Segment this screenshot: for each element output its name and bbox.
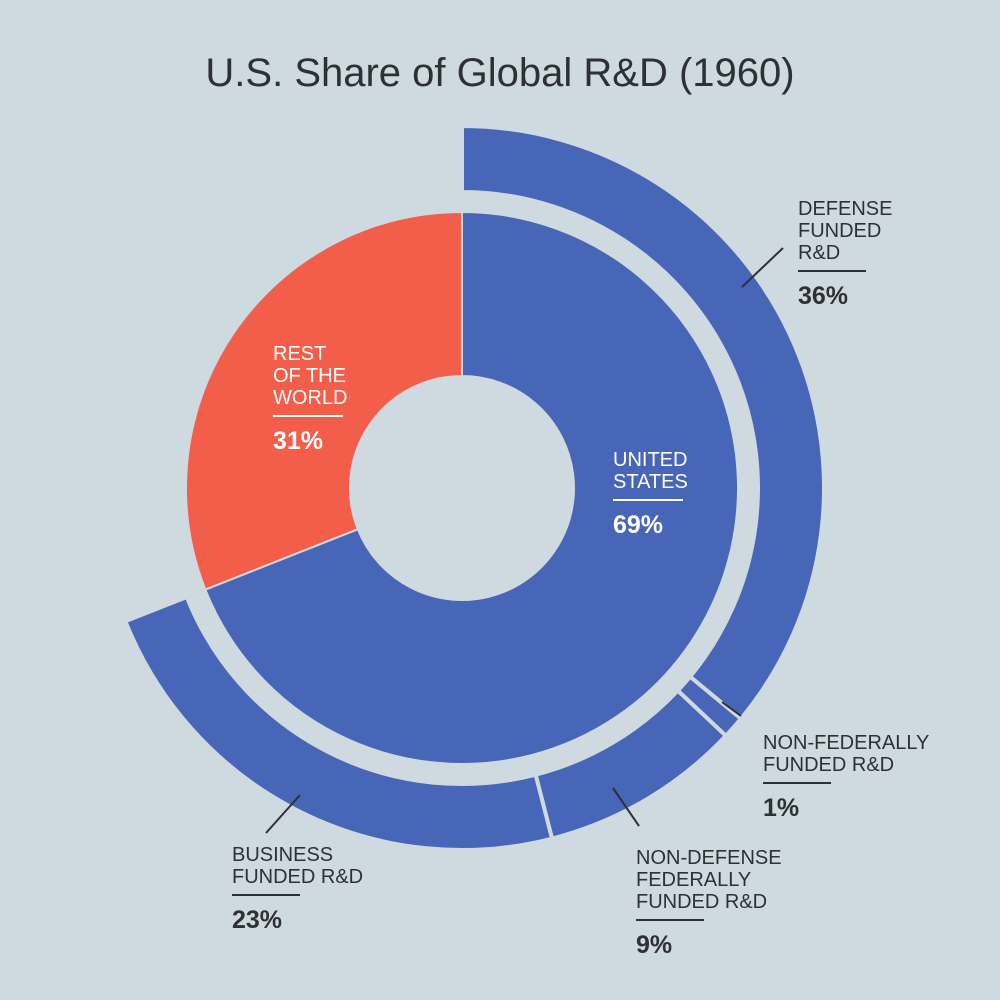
label-non-federally-funded-randd-value: 1% (763, 794, 799, 822)
label-non-defense-federally-funded-randd-value: 9% (636, 931, 672, 959)
label-defense-funded-randd-line: R&D (798, 242, 840, 264)
label-rest-of-the-world-line: WORLD (273, 387, 347, 409)
label-non-defense-federally-funded-randd-line: FEDERALLY (636, 869, 751, 891)
leader-line-non-defense-federally-funded-randd (612, 787, 640, 827)
chart-title: U.S. Share of Global R&D (1960) (205, 51, 794, 95)
label-rest-of-the-world-line: OF THE (273, 365, 346, 387)
outer-segment-defense-funded-randd (460, 123, 826, 722)
label-non-defense-federally-funded-randd-line: FUNDED R&D (636, 891, 767, 913)
leader-line-business-funded-randd (265, 794, 301, 834)
label-business-funded-randd-value: 23% (232, 906, 282, 934)
leader-line-non-federally-funded-randd (721, 701, 742, 717)
label-defense-funded-randd-value: 36% (798, 282, 848, 310)
label-business-funded-randd-line: FUNDED R&D (232, 866, 363, 888)
label-united-states-value: 69% (613, 511, 663, 539)
outer-ring (122, 123, 826, 852)
label-defense-funded-randd-line: DEFENSE (798, 198, 892, 220)
inner-ring (185, 210, 739, 765)
label-non-defense-federally-funded-randd-line: NON-DEFENSE (636, 847, 782, 869)
label-united-states-line: STATES (613, 471, 688, 493)
label-united-states-line: UNITED (613, 449, 687, 471)
label-rest-of-the-world-line: REST (273, 343, 326, 365)
leader-lines (265, 247, 784, 834)
outer-segment-business-funded-randd (122, 594, 555, 852)
leader-line-defense-funded-randd (741, 247, 784, 288)
label-non-federally-funded-randd-line: FUNDED R&D (763, 754, 894, 776)
inner-slice-rest-of-the-world (185, 210, 463, 591)
label-defense-funded-randd-line: FUNDED (798, 220, 881, 242)
label-rest-of-the-world-value: 31% (273, 427, 323, 455)
label-non-federally-funded-randd-line: NON-FEDERALLY (763, 732, 929, 754)
label-business-funded-randd-line: BUSINESS (232, 844, 333, 866)
inner-slice-united-states (204, 210, 739, 765)
